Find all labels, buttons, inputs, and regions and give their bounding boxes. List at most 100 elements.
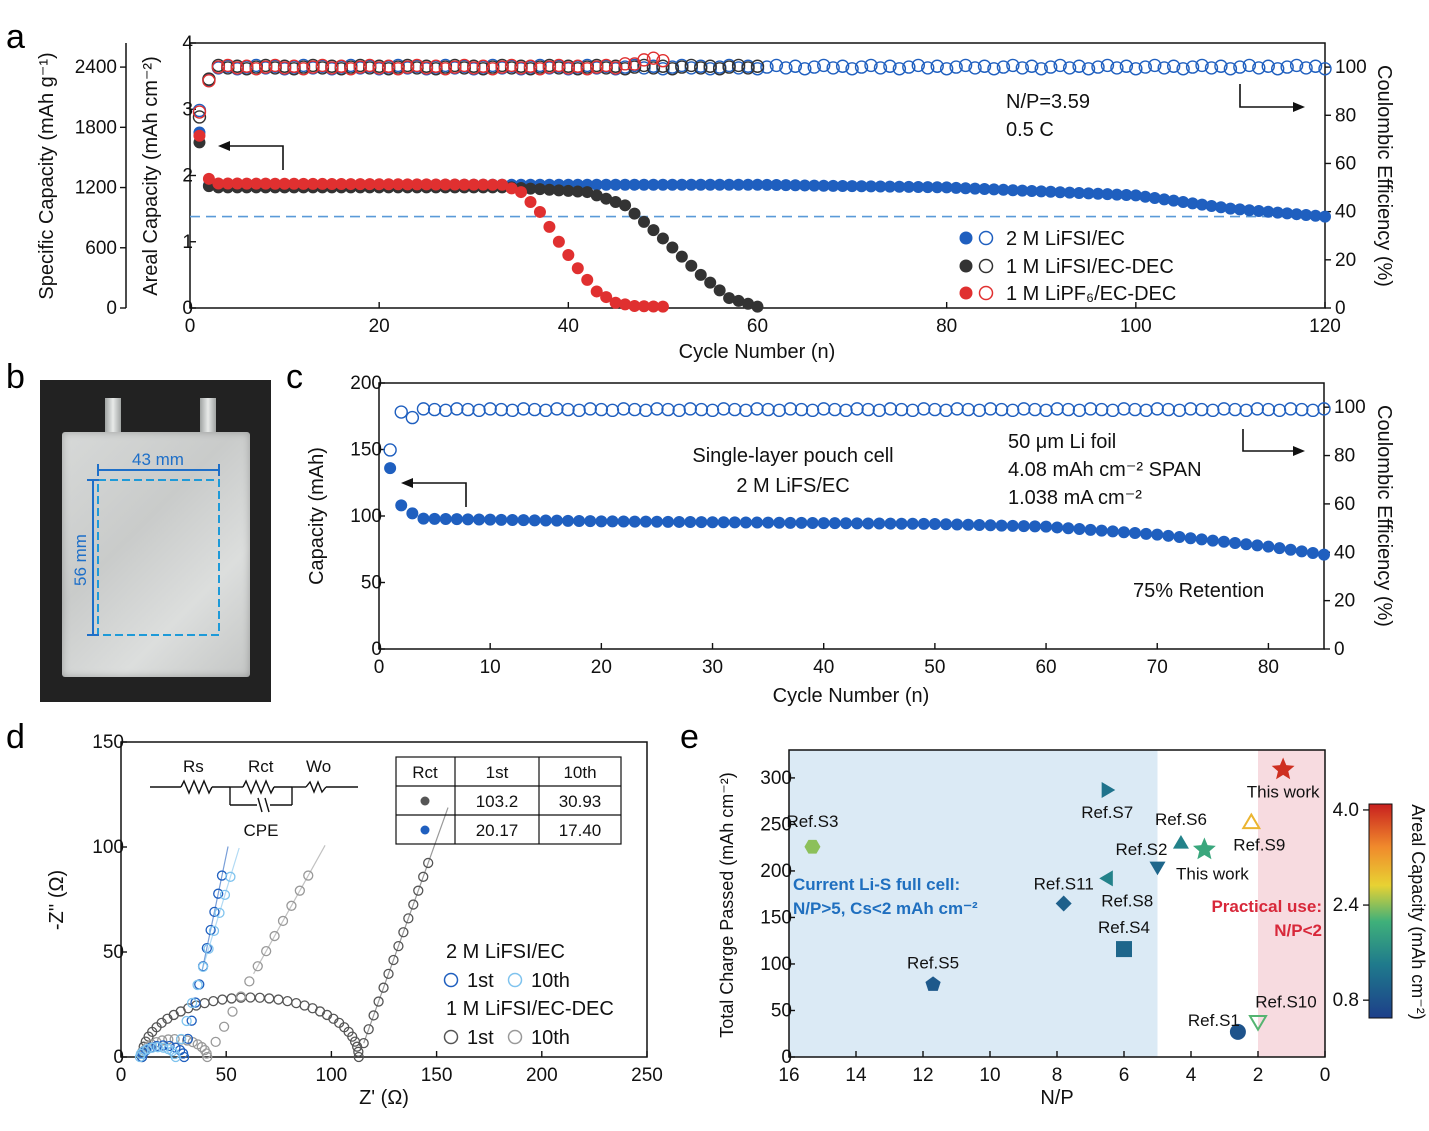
ce-point xyxy=(505,403,520,418)
capacity-point xyxy=(619,178,632,191)
impedance-point xyxy=(182,1033,194,1045)
ce-point xyxy=(939,403,953,418)
capacity-point xyxy=(1101,188,1114,201)
capacity-point xyxy=(539,514,552,527)
ce-point xyxy=(1228,402,1242,417)
ce-point xyxy=(1128,402,1142,417)
ce-point xyxy=(192,105,207,119)
ce-point xyxy=(1072,403,1087,418)
c-ytick-label: 50 xyxy=(361,573,382,594)
legend-marker xyxy=(443,972,459,988)
ce-point xyxy=(750,402,764,416)
e-xtick-label: 4 xyxy=(1186,1065,1197,1086)
ce-point xyxy=(258,60,273,74)
capacity-point xyxy=(1167,194,1180,207)
table-cell: 103.2 xyxy=(476,792,519,811)
ce-point xyxy=(627,60,642,74)
capacity-point xyxy=(789,179,802,192)
panel-d-chart: 0 50 100 150 200 250 0 50 100 150 Z' (Ω) -Z'' (Ω)… xyxy=(46,732,663,1109)
d-xtick-label: 200 xyxy=(526,1065,558,1086)
panel-a-left-arrow xyxy=(222,145,284,170)
data-point-label: Ref.S10 xyxy=(1255,993,1316,1012)
pouch-tab-right xyxy=(200,398,216,438)
ce-point xyxy=(1044,60,1058,74)
capacity-point xyxy=(450,513,463,526)
fit-line xyxy=(363,807,449,1044)
capacity-point xyxy=(846,180,859,193)
data-point-label: Ref.S1 xyxy=(1188,1011,1240,1030)
legend-marker xyxy=(443,1029,459,1045)
capacity-point xyxy=(373,178,386,191)
panel-a-ylabel-right: Coulombic Efficiency (%) xyxy=(1373,65,1395,287)
ce-point xyxy=(839,403,853,418)
ce-point xyxy=(334,59,349,73)
impedance-point xyxy=(303,870,314,881)
ce-point xyxy=(296,62,311,76)
c-xtick-label: 20 xyxy=(591,657,612,678)
a-youter-tick-label: 0 xyxy=(106,298,117,319)
ce-point xyxy=(542,60,557,74)
ce-point xyxy=(1025,59,1039,73)
ce-point xyxy=(561,402,575,417)
table-header: 10th xyxy=(563,763,596,782)
ce-point xyxy=(628,402,642,417)
capacity-point xyxy=(1028,520,1041,533)
capacity-point xyxy=(439,178,452,191)
ce-point xyxy=(1028,402,1042,417)
capacity-point xyxy=(1017,520,1030,533)
legend-label: 1st xyxy=(467,970,494,992)
d-ytick-label: 150 xyxy=(92,732,124,753)
capacity-point xyxy=(902,180,915,193)
ce-point xyxy=(665,62,680,76)
ce-point xyxy=(1081,62,1096,76)
capacity-point xyxy=(717,516,730,529)
capacity-point xyxy=(477,178,490,191)
panel-a-right-arrowhead xyxy=(1293,102,1305,112)
impedance-point xyxy=(418,871,429,882)
capacity-point xyxy=(495,513,508,526)
panel-c-xlabel: Cycle Number (n) xyxy=(773,685,930,707)
legend-label: 1 M LiPF₆/EC-DEC xyxy=(1006,283,1176,305)
impedance-point xyxy=(142,1043,153,1055)
legend-label: 1 M LiFSI/EC-DEC xyxy=(1006,256,1174,278)
panel-letter-a: a xyxy=(6,18,25,56)
panel-a-rate: 0.5 C xyxy=(1006,119,1054,141)
a-yright-tick-label: 60 xyxy=(1335,153,1356,174)
ce-point xyxy=(400,60,415,74)
ce-point xyxy=(580,62,594,76)
data-point-label: Ref.S9 xyxy=(1233,836,1285,855)
impedance-point xyxy=(203,943,214,955)
ce-point xyxy=(1183,402,1198,416)
capacity-point xyxy=(533,183,546,196)
c-ytick-label: 150 xyxy=(350,440,382,461)
c-yright-tick-label: 60 xyxy=(1334,494,1355,515)
capacity-point xyxy=(325,177,338,190)
capacity-point xyxy=(666,178,679,191)
a-yright-tick-label: 80 xyxy=(1335,105,1356,126)
a-ytick-label: 0 xyxy=(182,298,193,319)
capacity-point xyxy=(732,294,745,307)
capacity-point xyxy=(873,517,886,530)
data-point-label: Ref.S4 xyxy=(1098,918,1150,937)
pouch-cell-photo xyxy=(40,380,271,702)
capacity-point xyxy=(732,178,745,191)
impedance-point xyxy=(388,954,399,966)
a-youter-tick-label: 600 xyxy=(85,238,117,259)
capacity-point xyxy=(1262,540,1275,553)
capacity-point xyxy=(1205,199,1218,212)
ce-point xyxy=(683,402,697,416)
panel-a-xlabel: Cycle Number (n) xyxy=(679,341,836,363)
legend-label: 1st xyxy=(467,1027,494,1049)
ce-point xyxy=(798,62,812,76)
ce-point xyxy=(1280,60,1294,74)
impedance-point xyxy=(286,900,297,911)
ce-point xyxy=(639,403,653,418)
circuit-rct-label: Rct xyxy=(248,757,274,776)
ce-point xyxy=(514,61,528,75)
panel-d-xlabel: Z' (Ω) xyxy=(359,1087,409,1109)
impedance-point xyxy=(261,946,272,957)
c-yright-tick-label: 100 xyxy=(1334,397,1366,418)
capacity-point xyxy=(1290,208,1303,221)
table-header: Rct xyxy=(412,763,438,782)
impedance-point xyxy=(186,1015,197,1026)
